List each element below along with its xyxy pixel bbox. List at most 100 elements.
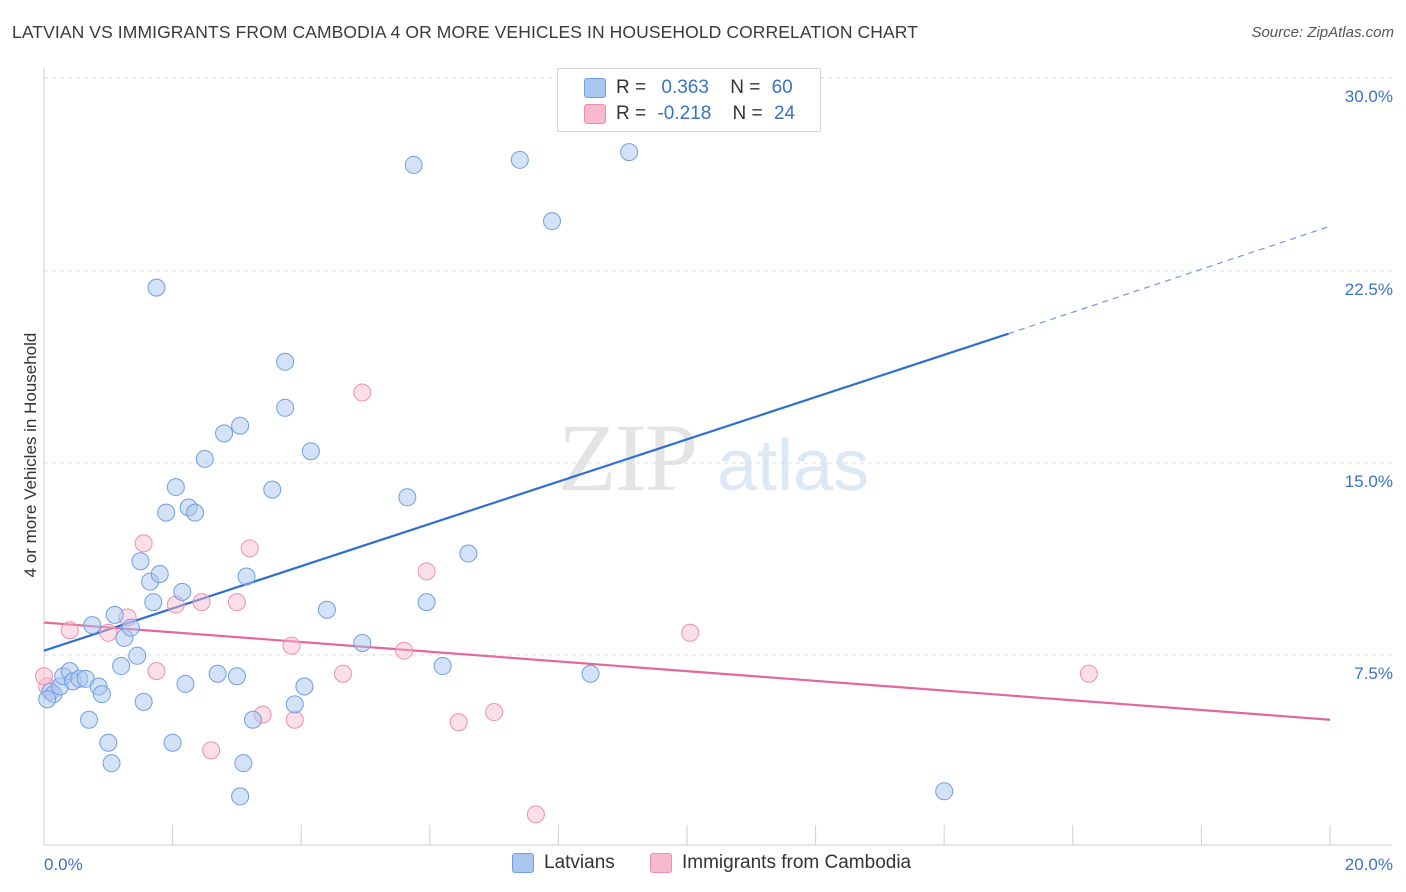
y-tick-label: 30.0% xyxy=(1345,87,1393,106)
trend-line-latvians xyxy=(43,332,1009,652)
axes xyxy=(43,68,1392,846)
point-latvians xyxy=(581,664,600,683)
legend-n-value: 60 xyxy=(771,77,793,98)
point-latvians xyxy=(353,634,372,653)
point-cambodia xyxy=(202,741,221,760)
point-cambodia xyxy=(485,703,504,722)
watermark: ZIP atlas xyxy=(558,404,869,511)
point-cambodia xyxy=(285,710,304,729)
point-latvians xyxy=(147,278,166,297)
watermark-atlas: atlas xyxy=(717,426,869,506)
legend-r-label: R = xyxy=(616,77,647,98)
point-latvians xyxy=(234,754,253,773)
point-latvians xyxy=(935,782,954,801)
y-axis-label: 4 or more Vehicles in Household xyxy=(21,333,40,578)
point-latvians xyxy=(144,593,163,612)
point-latvians xyxy=(231,416,250,435)
point-latvians xyxy=(166,478,185,497)
watermark-zip: ZIP xyxy=(558,404,696,511)
point-latvians xyxy=(150,564,169,583)
point-latvians xyxy=(128,646,147,665)
point-latvians xyxy=(276,398,295,417)
point-latvians xyxy=(276,352,295,371)
point-latvians xyxy=(208,664,227,683)
point-latvians xyxy=(317,600,336,619)
legend-swatch-cambodia xyxy=(584,104,606,124)
point-cambodia xyxy=(227,593,246,612)
point-latvians xyxy=(112,657,131,676)
correlation-legend: R = 0.363 N = 60 R = -0.218 N = 24 xyxy=(557,68,821,132)
point-latvians xyxy=(186,503,205,522)
legend-r-value: 0.363 xyxy=(661,77,709,98)
chart-title: LATVIAN VS IMMIGRANTS FROM CAMBODIA 4 OR… xyxy=(12,22,918,42)
point-latvians xyxy=(285,695,304,714)
point-latvians xyxy=(131,552,150,571)
point-latvians xyxy=(243,710,262,729)
point-cambodia xyxy=(681,623,700,642)
point-latvians xyxy=(173,582,192,601)
point-latvians xyxy=(176,674,195,693)
bottom-legend-label-cambodia: Immigrants from Cambodia xyxy=(682,852,912,873)
bottom-legend-label-latvians: Latvians xyxy=(544,852,615,873)
point-latvians xyxy=(163,733,182,752)
point-latvians xyxy=(227,667,246,686)
point-cambodia xyxy=(333,664,352,683)
point-latvians xyxy=(404,155,423,174)
point-latvians xyxy=(83,616,102,635)
point-cambodia xyxy=(449,713,468,732)
source-text: Source: ZipAtlas.com xyxy=(1251,24,1394,41)
x-tick-label: 0.0% xyxy=(44,855,83,874)
y-tick-label: 22.5% xyxy=(1345,280,1393,299)
point-cambodia xyxy=(147,662,166,681)
point-cambodia xyxy=(35,667,53,686)
bottom-legend-swatch-cambodia xyxy=(650,853,672,873)
point-latvians xyxy=(38,690,57,709)
legend-n-label: N = xyxy=(730,77,761,98)
point-latvians xyxy=(510,150,529,169)
point-cambodia xyxy=(1079,664,1098,683)
point-latvians xyxy=(231,787,250,806)
point-latvians xyxy=(105,605,124,624)
point-cambodia xyxy=(134,534,153,553)
legend-r-value: -0.218 xyxy=(657,103,712,124)
point-cambodia xyxy=(282,636,301,655)
trend-lines xyxy=(43,225,1331,721)
point-latvians xyxy=(459,544,478,563)
point-latvians xyxy=(542,212,561,231)
x-tick-label: 20.0% xyxy=(1345,855,1393,874)
gridlines xyxy=(44,77,1392,656)
point-latvians xyxy=(295,677,314,696)
point-latvians xyxy=(92,685,111,704)
tick-labels: 7.5% 15.0% 22.5% 30.0% 0.0% 20.0% xyxy=(44,87,1393,874)
y-tick-label: 7.5% xyxy=(1354,664,1393,683)
point-cambodia xyxy=(99,623,118,642)
point-latvians xyxy=(417,593,436,612)
point-latvians xyxy=(301,442,320,461)
point-latvians xyxy=(215,424,234,443)
point-latvians xyxy=(134,692,153,711)
point-cambodia xyxy=(240,539,259,558)
point-cambodia xyxy=(353,383,372,402)
point-latvians xyxy=(237,567,256,586)
point-latvians xyxy=(263,480,282,499)
point-latvians xyxy=(157,503,176,522)
legend-swatch-latvians xyxy=(584,78,606,98)
point-cambodia xyxy=(60,621,79,640)
y-tick-label: 15.0% xyxy=(1345,472,1393,491)
legend-n-label: N = xyxy=(732,103,763,124)
point-latvians xyxy=(195,449,214,468)
point-latvians xyxy=(620,143,639,162)
data-points xyxy=(35,143,1098,824)
point-latvians xyxy=(398,488,417,507)
trend-line-cambodia xyxy=(43,621,1331,721)
point-cambodia xyxy=(417,562,436,581)
legend-n-value: 24 xyxy=(773,103,796,124)
legend-r-label: R = xyxy=(616,103,647,124)
point-latvians xyxy=(121,618,140,637)
point-latvians xyxy=(102,754,121,773)
point-latvians xyxy=(433,657,452,676)
point-latvians xyxy=(99,733,118,752)
point-cambodia xyxy=(192,593,211,612)
bottom-legend-swatch-latvians xyxy=(512,853,534,873)
